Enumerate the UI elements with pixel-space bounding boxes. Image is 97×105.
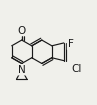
Text: N: N	[18, 65, 26, 75]
Text: O: O	[18, 26, 26, 35]
Text: F: F	[68, 39, 73, 49]
Text: Cl: Cl	[71, 64, 81, 74]
